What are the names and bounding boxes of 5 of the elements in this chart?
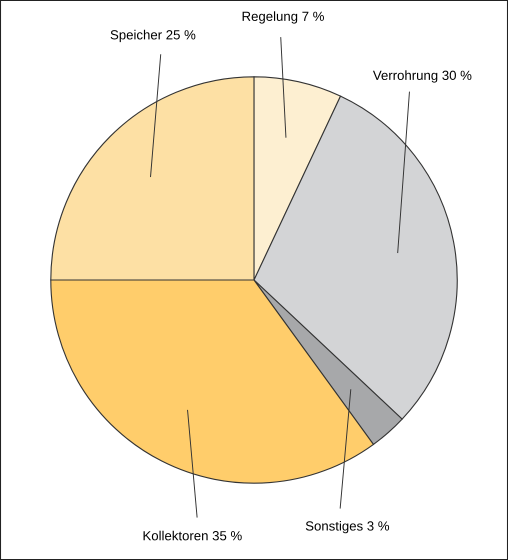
slice-label: Speicher 25 % (110, 30, 196, 42)
slice-label: Regelung 7 % (242, 11, 324, 24)
slice-label: Verrohrung 30 % (372, 70, 472, 83)
slice-label: Sonstiges 3 % (306, 520, 390, 534)
slice-label: Kollektoren 35 % (144, 530, 242, 540)
